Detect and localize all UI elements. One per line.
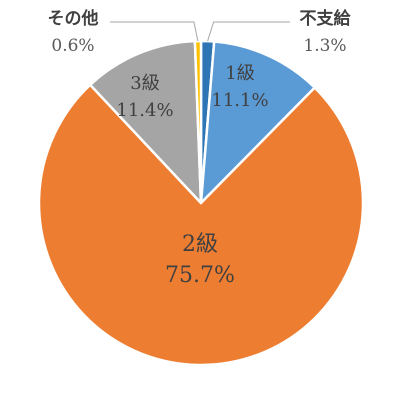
leader-line-4 xyxy=(110,21,199,42)
slice-name-label-1: 1級 xyxy=(225,63,254,84)
slice-value-label-2: 75.7% xyxy=(165,263,235,288)
leader-line-0 xyxy=(207,21,290,42)
leader-lines xyxy=(110,21,290,42)
pie-slice-3 xyxy=(88,39,203,205)
slice-value-label-0: 1.3% xyxy=(303,36,346,56)
slice-name-label-2: 2級 xyxy=(182,232,218,257)
slice-name-label-3: 3級 xyxy=(130,73,159,94)
pie-slice-4 xyxy=(193,39,203,205)
slice-name-label-0: 不支給 xyxy=(300,8,352,29)
slice-name-label-4: その他 xyxy=(48,8,99,29)
slice-value-label-3: 11.4% xyxy=(116,100,173,121)
slice-value-label-1: 11.1% xyxy=(211,90,268,111)
slice-value-label-4: 0.6% xyxy=(51,36,94,56)
pie-slice-1 xyxy=(199,40,316,205)
pie-slices xyxy=(37,39,365,367)
pie-slice-2 xyxy=(37,83,365,367)
